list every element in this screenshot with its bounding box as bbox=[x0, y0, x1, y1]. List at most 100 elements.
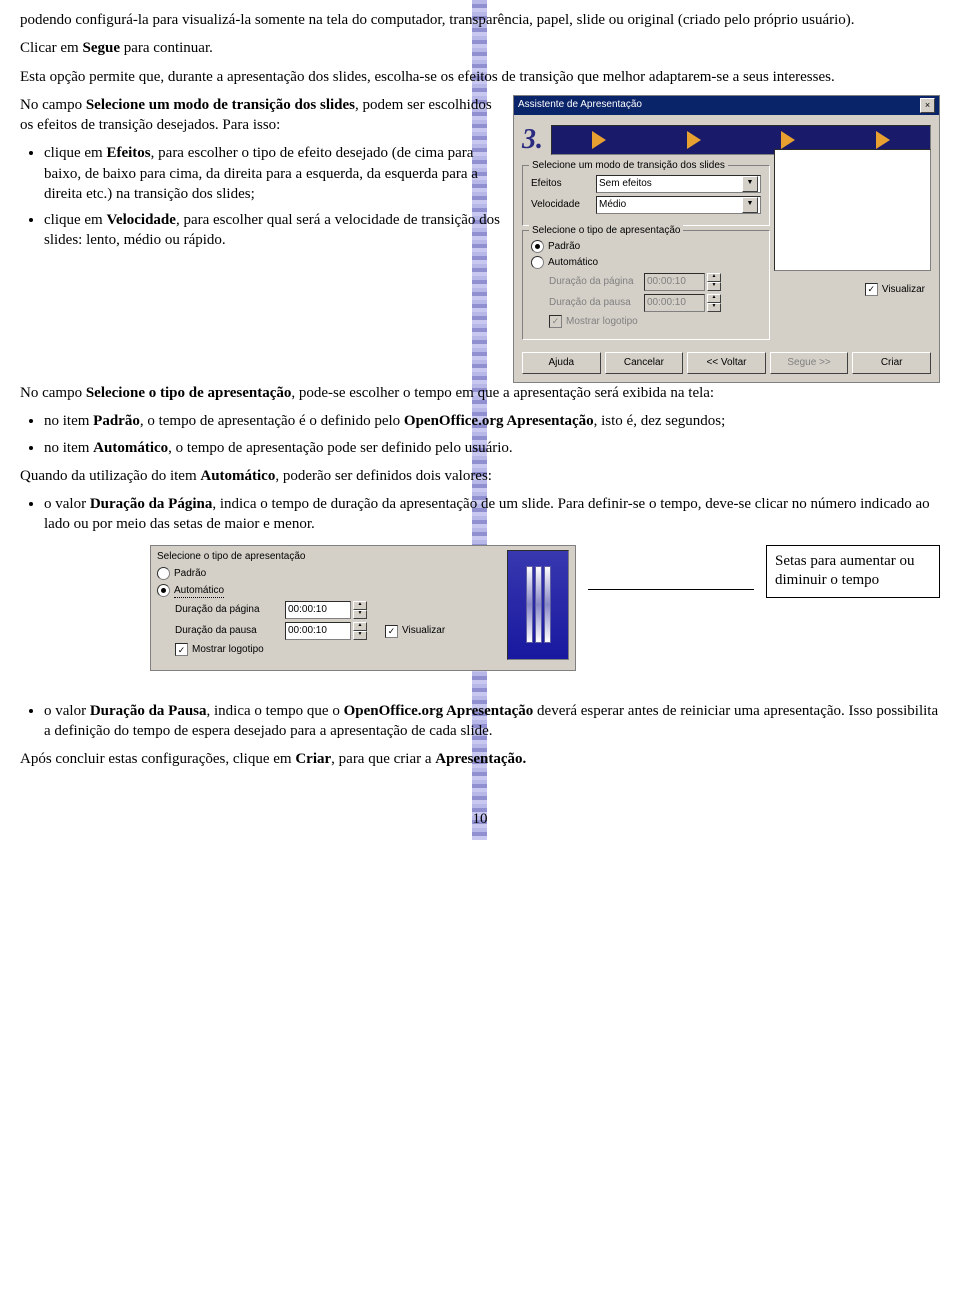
label-durpausa2: Duração da pausa bbox=[175, 624, 285, 638]
radio-padrao-row: Padrão bbox=[531, 240, 761, 254]
radio-padrao2[interactable] bbox=[157, 567, 170, 580]
text: Clicar em bbox=[20, 40, 82, 56]
input-durpagina: 00:00:10 bbox=[644, 273, 705, 291]
bold: Selecione o tipo de apresentação bbox=[86, 385, 292, 401]
bold: OpenOffice.org Apresentação bbox=[404, 413, 594, 429]
bar-icon bbox=[535, 566, 542, 644]
text: , o tempo de apresentação pode ser defin… bbox=[168, 440, 512, 456]
row-durpagina2: Duração da página 00:00:10 ▲ ▼ bbox=[157, 601, 501, 619]
bold: OpenOffice.org Apresentação bbox=[344, 703, 534, 719]
wizard-title: Assistente de Apresentação bbox=[518, 98, 642, 113]
list-item: o valor Duração da Pausa, indica o tempo… bbox=[44, 701, 940, 742]
label-padrao2: Padrão bbox=[174, 567, 206, 581]
radio-auto2-row: Automático bbox=[157, 584, 501, 599]
text: no item bbox=[44, 440, 93, 456]
row-durpausa: Duração da pausa 00:00:10 ▲ ▼ bbox=[531, 294, 761, 312]
bold: Apresentação. bbox=[435, 751, 526, 767]
text: no item bbox=[44, 413, 93, 429]
spin-up-icon[interactable]: ▲ bbox=[353, 601, 367, 610]
radio-auto-row: Automático bbox=[531, 256, 761, 270]
check-logo: ✓ bbox=[549, 315, 562, 328]
radio-padrao[interactable] bbox=[531, 240, 544, 253]
close-icon[interactable]: × bbox=[920, 98, 935, 113]
check-logo2[interactable]: ✓ bbox=[175, 643, 188, 656]
button-row: Ajuda Cancelar << Voltar Segue >> Criar bbox=[514, 346, 939, 382]
label-durpagina2: Duração da página bbox=[175, 603, 285, 617]
bold: Automático bbox=[93, 440, 168, 456]
fig2-controls: Selecione o tipo de apresentação Padrão … bbox=[151, 546, 507, 664]
ajuda-button[interactable]: Ajuda bbox=[522, 352, 601, 374]
text: , para que criar a bbox=[331, 751, 435, 767]
text: , isto é, dez segundos; bbox=[594, 413, 726, 429]
list-item: o valor Duração da Página, indica o temp… bbox=[44, 494, 940, 535]
segue-button: Segue >> bbox=[770, 352, 849, 374]
page-content: podendo configurá-la para visualizá-la s… bbox=[20, 10, 940, 830]
float-section: Assistente de Apresentação × 3. Selecion… bbox=[20, 95, 940, 383]
row-efeitos: Efeitos Sem efeitos ▼ bbox=[531, 175, 761, 193]
fieldset-tipo: Selecione o tipo de apresentação Padrão … bbox=[522, 230, 770, 341]
step-number: 3. bbox=[522, 121, 543, 159]
para-4: No campo Selecione o tipo de apresentaçã… bbox=[20, 383, 940, 403]
list-4: o valor Duração da Pausa, indica o tempo… bbox=[20, 701, 940, 742]
durpausa-value: 00:00:10 bbox=[647, 296, 686, 310]
text: No campo bbox=[20, 385, 86, 401]
text: , poderão ser definidos dois valores: bbox=[275, 468, 492, 484]
wizard-titlebar: Assistente de Apresentação × bbox=[514, 96, 939, 115]
bar-icon bbox=[544, 566, 551, 644]
label-durpagina: Duração da página bbox=[549, 275, 644, 289]
voltar-button[interactable]: << Voltar bbox=[687, 352, 766, 374]
combo-velocidade[interactable]: Médio ▼ bbox=[596, 196, 761, 214]
spin-down-icon[interactable]: ▼ bbox=[353, 631, 367, 640]
annotation-box: Setas para aumentar ou diminuir o tempo bbox=[766, 545, 940, 598]
text: o valor bbox=[44, 703, 90, 719]
row-velocidade: Velocidade Médio ▼ bbox=[531, 196, 761, 214]
radio-automatico2[interactable] bbox=[157, 584, 170, 597]
input-durpausa2[interactable]: 00:00:10 bbox=[285, 622, 351, 640]
text: clique em bbox=[44, 145, 106, 161]
preview-strip bbox=[507, 550, 569, 660]
check-visualizar2[interactable]: ✓ bbox=[385, 625, 398, 638]
wizard-body: 3. Selecione um modo de transição dos sl… bbox=[514, 115, 939, 346]
label-padrao: Padrão bbox=[548, 240, 580, 254]
tipo-apresentacao-screenshot: Selecione o tipo de apresentação Padrão … bbox=[150, 545, 576, 671]
para-6: Após concluir estas configurações, cliqu… bbox=[20, 749, 940, 769]
bold: Velocidade bbox=[106, 212, 175, 228]
combo-efeitos[interactable]: Sem efeitos ▼ bbox=[596, 175, 761, 193]
spin-down-icon[interactable]: ▼ bbox=[353, 610, 367, 619]
spin-down-icon: ▼ bbox=[707, 303, 721, 312]
fig2-inner: Selecione o tipo de apresentação Padrão … bbox=[151, 546, 575, 664]
row-logo2: ✓ Mostrar logotipo bbox=[157, 643, 501, 657]
dropdown-icon[interactable]: ▼ bbox=[742, 197, 758, 213]
label-logo2: Mostrar logotipo bbox=[192, 643, 264, 657]
bold: Duração da Página bbox=[90, 496, 213, 512]
radio-automatico[interactable] bbox=[531, 256, 544, 269]
wizard-screenshot-3: Assistente de Apresentação × 3. Selecion… bbox=[513, 95, 940, 383]
fieldset-transition: Selecione um modo de transição dos slide… bbox=[522, 165, 770, 226]
text: , pode-se escolher o tempo em que a apre… bbox=[291, 385, 714, 401]
row-visualizar: ✓ Visualizar bbox=[865, 283, 925, 297]
list-item: no item Padrão, o tempo de apresentação … bbox=[44, 411, 940, 431]
spin-up-icon[interactable]: ▲ bbox=[353, 622, 367, 631]
dropdown-icon[interactable]: ▼ bbox=[742, 176, 758, 192]
text: Quando da utilização do item bbox=[20, 468, 200, 484]
vis-group: ✓ Visualizar bbox=[385, 624, 445, 638]
text: , o tempo de apresentação é o definido p… bbox=[140, 413, 404, 429]
legend-tipo: Selecione o tipo de apresentação bbox=[529, 224, 683, 238]
bar-icon bbox=[526, 566, 533, 644]
preview-pane bbox=[774, 149, 931, 271]
combo-velocidade-value: Médio bbox=[599, 198, 626, 212]
input-durpagina2[interactable]: 00:00:10 bbox=[285, 601, 351, 619]
spinner-durpausa2[interactable]: ▲ ▼ bbox=[353, 622, 367, 640]
label-logo: Mostrar logotipo bbox=[566, 315, 638, 329]
bold: Segue bbox=[82, 40, 120, 56]
cancelar-button[interactable]: Cancelar bbox=[605, 352, 684, 374]
row-durpagina: Duração da página 00:00:10 ▲ ▼ bbox=[531, 273, 761, 291]
check-visualizar[interactable]: ✓ bbox=[865, 283, 878, 296]
criar-button[interactable]: Criar bbox=[852, 352, 931, 374]
input-durpausa: 00:00:10 bbox=[644, 294, 705, 312]
label-visualizar2: Visualizar bbox=[402, 624, 445, 638]
arrow-icon bbox=[781, 131, 795, 149]
bold: Padrão bbox=[93, 413, 140, 429]
spinner-durpagina2[interactable]: ▲ ▼ bbox=[353, 601, 367, 619]
combo-efeitos-value: Sem efeitos bbox=[599, 177, 652, 191]
